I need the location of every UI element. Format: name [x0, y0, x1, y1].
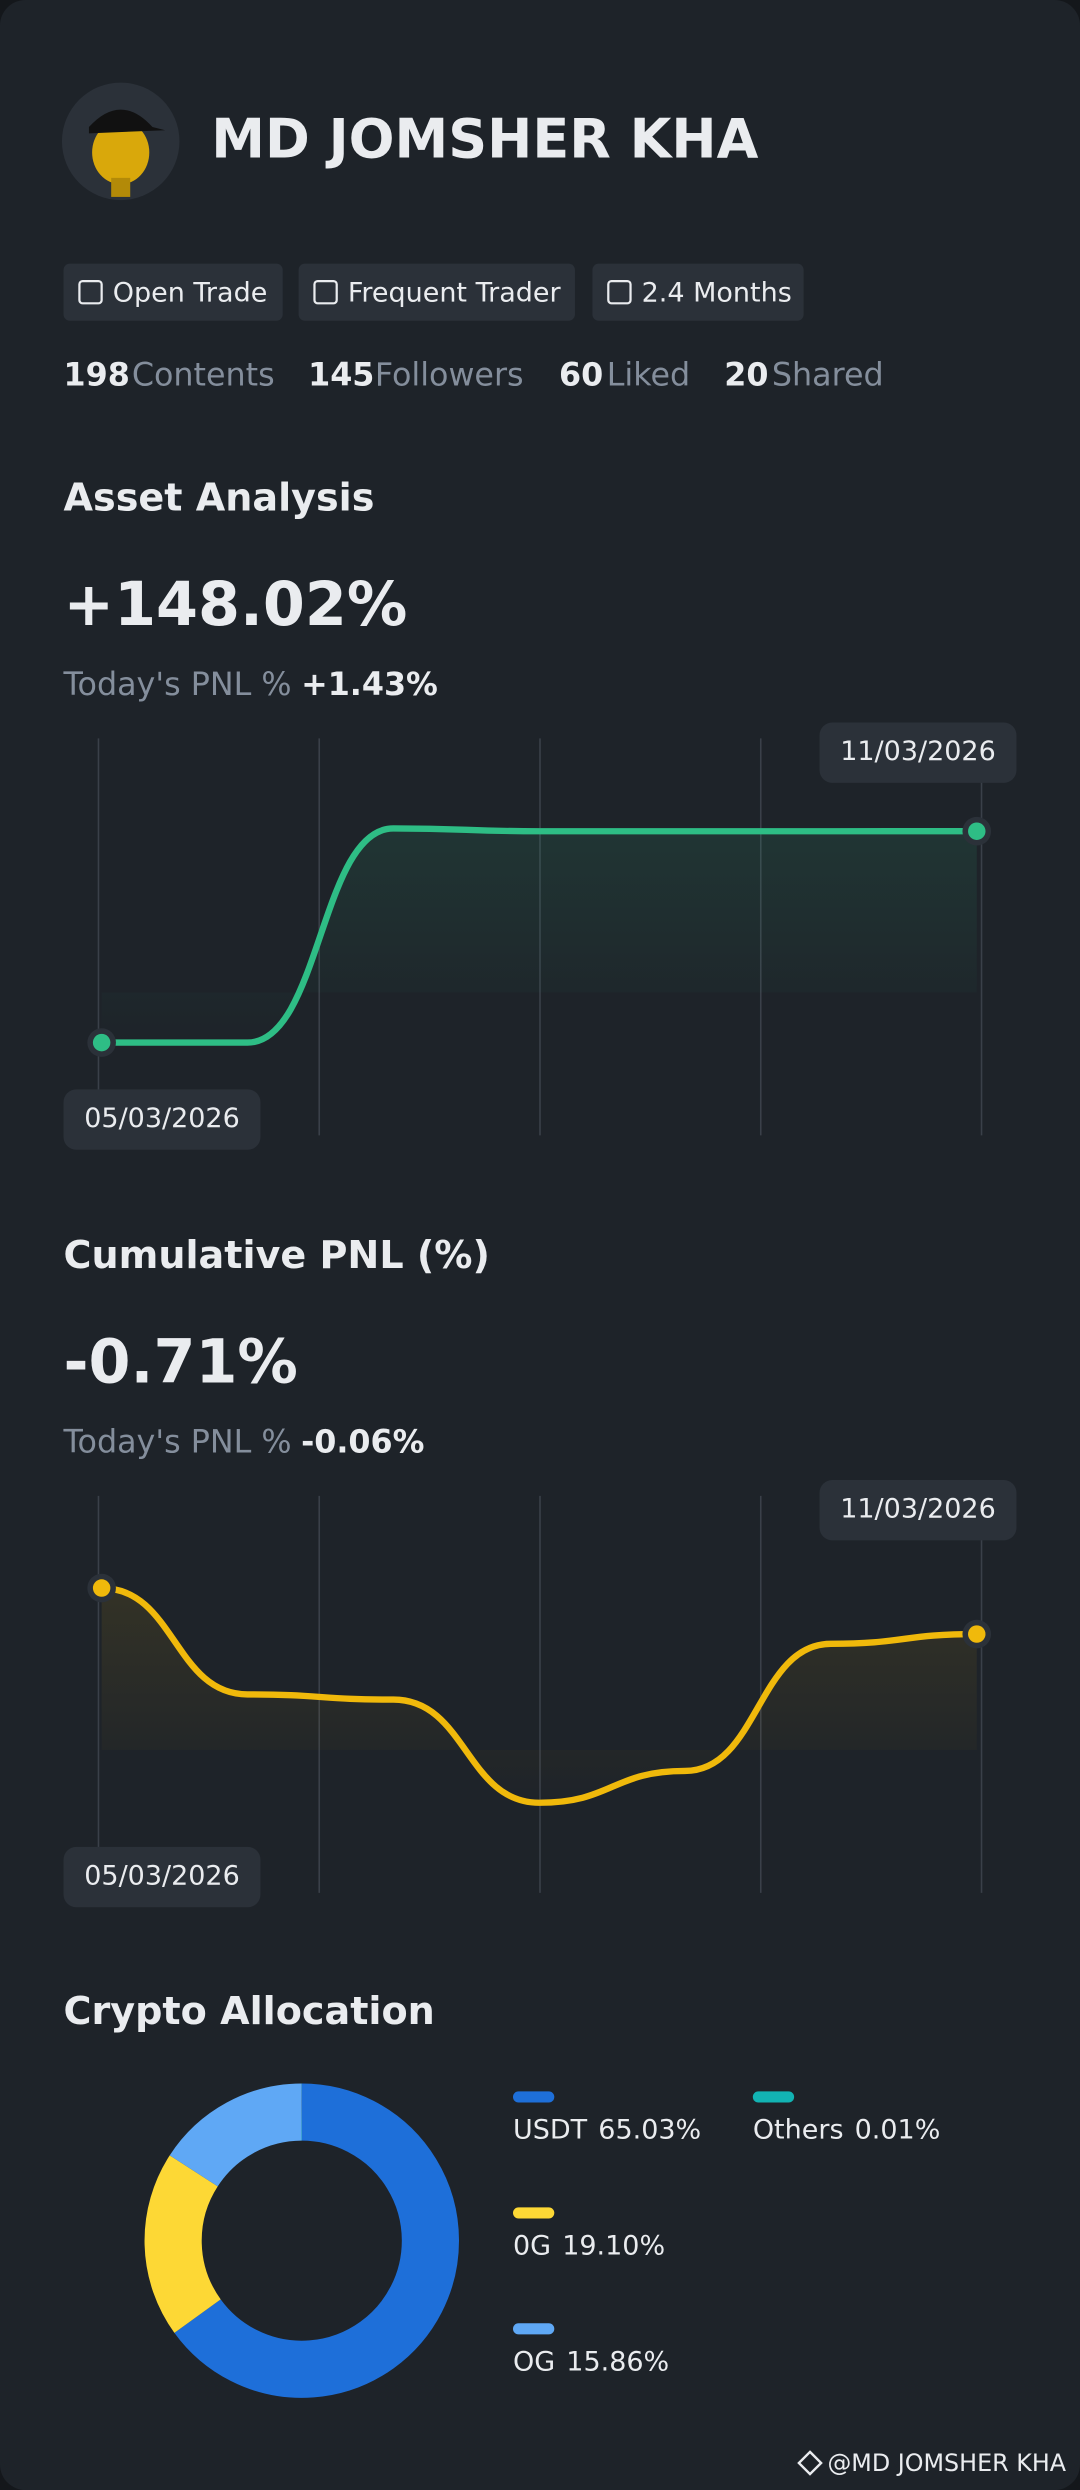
- stat-value: 145: [308, 357, 374, 393]
- date-label: 05/03/2026: [84, 1861, 240, 1892]
- stat-label: Contents: [132, 357, 275, 393]
- footer-logo: [797, 2450, 823, 2476]
- badge: [592, 263, 804, 321]
- date-label: 11/03/2026: [840, 1494, 996, 1525]
- pnl-label: Today's PNL %: [63, 1425, 292, 1461]
- legend-swatch: [513, 2091, 555, 2103]
- stat-label: Liked: [607, 357, 690, 393]
- donut-segment: [174, 2083, 459, 2398]
- legend-value: 19.10%: [562, 2231, 665, 2262]
- badge: [63, 263, 283, 321]
- pnl-value: +1.43%: [301, 667, 438, 703]
- stat-value: 198: [64, 357, 130, 393]
- date-tooltip: [63, 1846, 261, 1908]
- stat-value: 60: [559, 357, 603, 393]
- date-label: 11/03/2026: [840, 736, 996, 767]
- section-title: Asset Analysis: [64, 476, 375, 520]
- profile-name: MD JOMSHER KHA: [211, 108, 758, 171]
- point: [968, 1625, 986, 1643]
- legend-swatch: [513, 2323, 555, 2335]
- stat-label: Followers: [375, 357, 524, 393]
- badge-label: 2.4 Months: [642, 277, 792, 308]
- badge: [298, 263, 575, 321]
- badge-label: Frequent Trader: [348, 277, 562, 308]
- badge-icon: [78, 279, 103, 305]
- line: [98, 825, 980, 1046]
- headline: -0.71%: [64, 1327, 298, 1397]
- legend-swatch: [513, 2207, 555, 2219]
- line-area: [101, 828, 977, 1043]
- donut-segment: [169, 2083, 303, 2188]
- legend-name: 0G: [513, 2231, 551, 2262]
- legend-name: Others: [753, 2115, 844, 2146]
- date-tooltip: [63, 1089, 261, 1150]
- line-area: [101, 1588, 977, 1803]
- section-title: Cumulative PNL (%): [64, 1233, 490, 1277]
- legend-value: 15.86%: [566, 2346, 669, 2377]
- avatar: [61, 82, 180, 201]
- date-label: 05/03/2026: [84, 1103, 240, 1134]
- pnl-label: Today's PNL %: [63, 667, 292, 703]
- line: [98, 1584, 980, 1806]
- badge-icon: [313, 279, 338, 305]
- stat-value: 20: [724, 357, 768, 393]
- point: [92, 1033, 111, 1052]
- badge-label: Open Trade: [113, 277, 268, 308]
- point: [968, 822, 986, 840]
- donut-segment: [144, 2155, 222, 2333]
- headline: +148.02%: [64, 570, 408, 640]
- legend-name: OG: [513, 2346, 555, 2377]
- pnl-value: -0.06%: [301, 1425, 424, 1461]
- legend-value: 0.01%: [855, 2115, 941, 2146]
- badge-icon: [607, 279, 632, 305]
- stat-label: Shared: [772, 357, 884, 393]
- point: [92, 1579, 111, 1597]
- footer: @MD JOMSHER KHA: [827, 2449, 1066, 2477]
- section-title: Crypto Allocation: [64, 1989, 435, 2033]
- date-tooltip: [819, 722, 1017, 783]
- legend-value: 65.03%: [598, 2115, 701, 2146]
- date-tooltip: [819, 1480, 1017, 1541]
- legend-swatch: [752, 2091, 795, 2103]
- legend-name: USDT: [513, 2115, 588, 2146]
